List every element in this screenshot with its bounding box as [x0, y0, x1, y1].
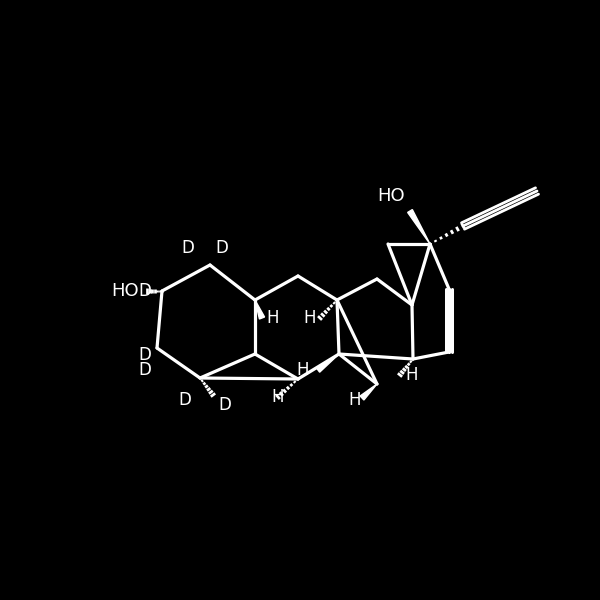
Text: D: D — [179, 391, 191, 409]
Polygon shape — [316, 354, 339, 372]
Text: D: D — [139, 361, 151, 379]
Text: H: H — [297, 361, 309, 379]
Text: D: D — [182, 239, 194, 257]
Polygon shape — [255, 300, 265, 319]
Text: H: H — [304, 309, 316, 327]
Text: HO: HO — [112, 282, 139, 300]
Polygon shape — [360, 384, 377, 400]
Text: HO: HO — [377, 187, 405, 205]
Text: H: H — [406, 366, 418, 384]
Polygon shape — [407, 209, 430, 244]
Text: H: H — [272, 388, 284, 406]
Text: H: H — [349, 391, 361, 409]
Text: D: D — [139, 346, 151, 364]
Text: D: D — [139, 282, 151, 300]
Text: D: D — [215, 239, 229, 257]
Text: H: H — [267, 309, 279, 327]
Text: D: D — [218, 396, 232, 414]
